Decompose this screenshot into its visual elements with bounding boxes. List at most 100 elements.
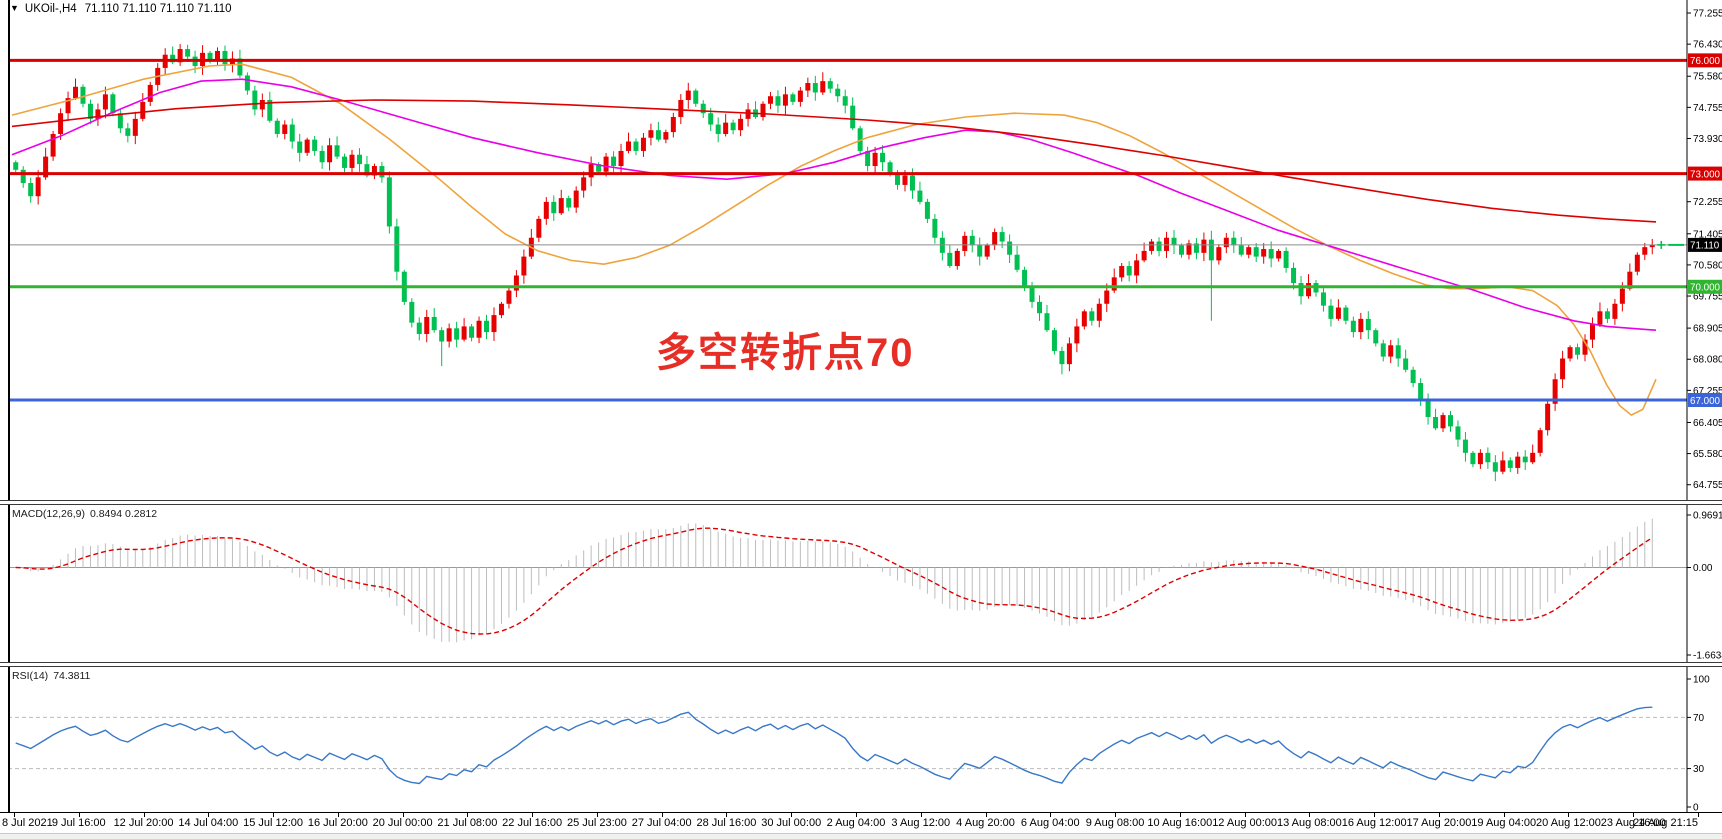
candle-body: [461, 326, 467, 340]
candle-body: [1141, 250, 1147, 261]
candle-body: [760, 103, 766, 117]
time-tick: [1115, 813, 1117, 817]
macd-name: MACD(12,26,9): [12, 508, 85, 520]
candle-body: [1037, 301, 1042, 314]
candle-body: [872, 152, 878, 167]
candle-body: [1649, 244, 1655, 248]
candle-body: [932, 218, 938, 238]
candle-body: [304, 139, 310, 153]
time-tick: [1050, 813, 1052, 817]
candle-body: [640, 137, 646, 151]
time-axis-label: 28 Jul 16:00: [696, 817, 757, 829]
time-axis-label: 15 Jul 12:00: [243, 817, 304, 829]
panel-separator-macd[interactable]: [0, 500, 1722, 505]
panel-separator-rsi[interactable]: [0, 662, 1722, 667]
time-tick: [78, 813, 80, 817]
price-line-badge: [1688, 166, 1722, 181]
time-axis-label: 22 Jul 16:00: [502, 817, 563, 829]
candle-body: [536, 218, 542, 238]
candle-body: [207, 52, 213, 61]
candle-body: [282, 124, 288, 134]
candle-body: [58, 113, 64, 134]
candle-body: [1149, 241, 1155, 251]
symbol-dropdown-icon[interactable]: ▼: [10, 3, 19, 13]
candle-body: [1320, 292, 1326, 306]
candle-body: [259, 100, 265, 110]
price-tick-label: 74.755: [1693, 103, 1722, 114]
chart-annotation[interactable]: 多空转折点70: [656, 331, 915, 375]
price-tick-label: 64.755: [1693, 480, 1722, 491]
candle-body: [312, 139, 318, 151]
time-tick: [1633, 813, 1635, 817]
candle-body: [1455, 426, 1461, 440]
candle-body: [446, 328, 452, 342]
price-tick-label: 70.580: [1693, 260, 1722, 271]
candle-body: [603, 156, 609, 172]
candle-body: [1522, 456, 1528, 463]
candle-body: [1500, 460, 1506, 472]
candle-body: [215, 50, 220, 61]
time-tick: [791, 813, 793, 817]
candle-body: [1164, 237, 1170, 251]
price-tick-label: 73.930: [1693, 134, 1722, 145]
candle-body: [1193, 243, 1199, 253]
time-tick: [143, 813, 145, 817]
price-line-badge-label: 70.000: [1690, 283, 1721, 294]
time-tick: [14, 813, 15, 817]
time-tick: [661, 813, 663, 817]
candle-body: [1410, 369, 1416, 384]
time-axis-label: 10 Aug 16:00: [1147, 817, 1213, 829]
candle-body: [797, 90, 803, 102]
candle-body: [909, 175, 915, 191]
time-tick: [1438, 813, 1440, 817]
candle-body: [1089, 311, 1095, 321]
candle-body: [469, 326, 475, 338]
candle-body: [618, 150, 624, 167]
candle-body: [626, 141, 631, 151]
candle-body: [28, 183, 34, 197]
candle-body: [1373, 330, 1379, 344]
time-tick: [337, 813, 339, 817]
candle-body: [1552, 379, 1558, 404]
candle-body: [498, 303, 504, 316]
price-line-badge: [1688, 53, 1722, 68]
candle-body: [95, 109, 101, 119]
candle-body: [596, 164, 602, 172]
candle-body: [678, 100, 684, 117]
price-line-badge-label: 71.110: [1690, 241, 1720, 252]
candle-body: [1343, 307, 1349, 321]
macd-tick-label: 0.00: [1693, 563, 1713, 574]
time-tick: [1374, 813, 1376, 817]
rsi-panel[interactable]: 100 70 30 0: [0, 667, 1722, 812]
time-axis-label: 6 Aug 04:00: [1020, 817, 1080, 829]
candle-body: [1619, 288, 1625, 304]
time-axis-label: 12 Jul 20:00: [113, 817, 174, 829]
time-tick: [596, 813, 598, 817]
candle-body: [334, 145, 340, 157]
candle-body: [1485, 452, 1491, 463]
candle-body: [1111, 277, 1117, 291]
time-axis-label: 2 Aug 04:00: [826, 817, 886, 829]
time-tick: [208, 813, 210, 817]
rsi-line: [15, 706, 1653, 785]
candle-body: [297, 141, 303, 153]
candle-body: [1007, 241, 1013, 255]
candle-body: [1634, 254, 1640, 272]
time-axis-label: 20 Aug 12:00: [1536, 817, 1601, 829]
candle-body: [1575, 347, 1581, 355]
candle-body: [1425, 400, 1431, 417]
bottom-strip: [0, 833, 1722, 839]
candle-body: [409, 301, 415, 323]
rsi-panel-bg: [0, 667, 1722, 812]
candle-body: [102, 94, 108, 110]
candle-body: [1612, 303, 1618, 319]
time-axis-label: 25 Jul 23:00: [566, 817, 627, 829]
price-panel[interactable]: 77.255 76.430 75.580 74.755 73.930 72.255 71.4…: [0, 0, 1722, 500]
candle-body: [177, 49, 183, 63]
candle-body: [730, 122, 736, 131]
candle-body: [723, 122, 729, 134]
candle-body: [708, 113, 714, 125]
candle-body: [865, 150, 871, 167]
macd-panel[interactable]: 0.9691 0.00 -1.6634: [0, 505, 1722, 662]
